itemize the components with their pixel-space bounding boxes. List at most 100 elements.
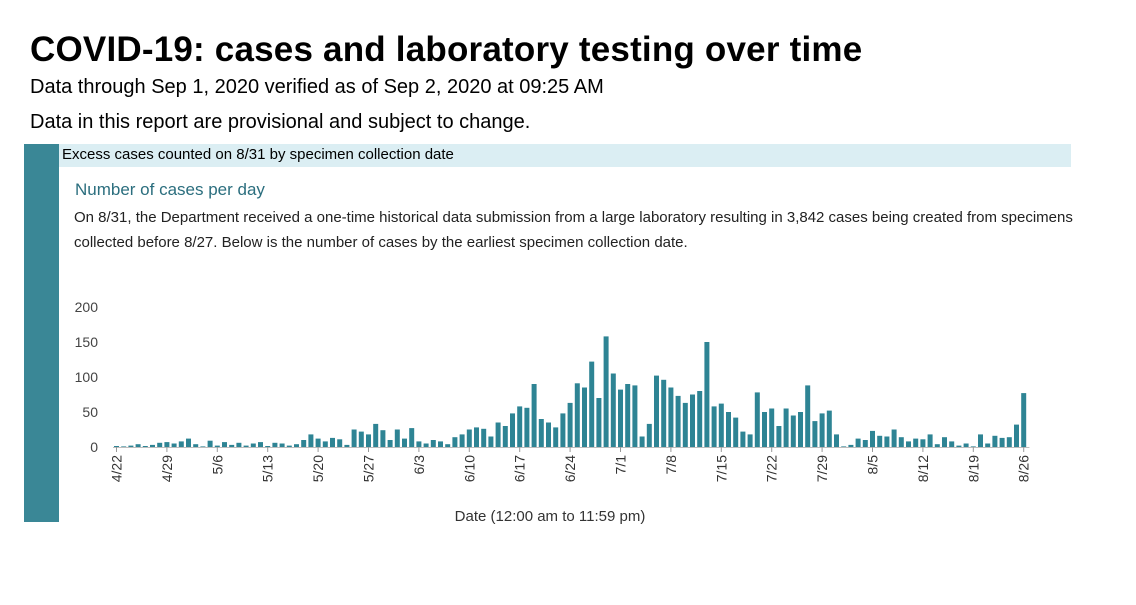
bar [236, 442, 242, 447]
bar [128, 445, 134, 447]
banner-text: Excess cases counted on 8/31 by specimen… [62, 146, 454, 163]
bar [733, 417, 739, 447]
bar [546, 422, 551, 447]
bar [286, 445, 292, 447]
bar [330, 437, 335, 447]
bar [762, 412, 767, 447]
bar [416, 441, 422, 447]
bar [121, 446, 127, 447]
bar [618, 389, 623, 447]
bar [704, 342, 710, 447]
bar [466, 429, 472, 447]
x-tick-label: 6/24 [562, 455, 578, 482]
bar [517, 406, 523, 447]
bar [783, 408, 789, 447]
bar [747, 434, 753, 447]
bar [978, 434, 983, 447]
data-through-subtitle: Data through Sep 1, 2020 verified as of … [30, 76, 604, 98]
bar [992, 435, 998, 447]
bar [682, 402, 688, 447]
bar [1021, 393, 1027, 447]
bar [560, 413, 566, 447]
bar [985, 443, 991, 447]
bar [970, 446, 976, 447]
bar [913, 438, 919, 447]
bar [1014, 424, 1019, 447]
bar [366, 434, 371, 447]
page-title: COVID-19: cases and laboratory testing o… [30, 30, 863, 69]
bar [510, 413, 515, 447]
bar [258, 442, 263, 447]
bar [142, 446, 148, 447]
bar [906, 441, 911, 447]
bar [186, 438, 191, 447]
bar [279, 443, 285, 447]
cases-per-day-chart: 0 50 100 150 200 4/22 4/29 5/6 5/13 5/20 5/27 6/3 6/… [75, 299, 1032, 482]
bar [430, 440, 436, 447]
bar [524, 407, 530, 447]
bar [531, 384, 537, 447]
bar [272, 442, 278, 447]
bar [322, 441, 328, 447]
bar [661, 379, 667, 447]
bar [898, 437, 904, 447]
bar [603, 336, 609, 447]
y-tick-label: 150 [75, 334, 99, 350]
bar [819, 413, 825, 447]
bar [567, 402, 573, 447]
bar [690, 394, 695, 447]
bar [409, 428, 415, 447]
bar [798, 412, 803, 447]
bar [675, 395, 681, 447]
bar [927, 434, 933, 447]
bar [265, 446, 271, 447]
bar [344, 444, 350, 447]
bar [358, 431, 364, 447]
x-tick-label: 6/17 [512, 455, 528, 482]
x-tick-label: 4/22 [109, 455, 125, 482]
x-tick-label: 6/3 [411, 455, 427, 475]
y-tick-label: 0 [90, 439, 98, 455]
bar [956, 445, 962, 447]
bar [589, 361, 595, 447]
bar [891, 429, 897, 447]
x-tick-label: 8/12 [915, 455, 931, 482]
bar [438, 441, 443, 447]
bar [610, 373, 616, 447]
bar [754, 392, 760, 447]
bar [394, 429, 400, 447]
bar [790, 415, 796, 447]
chart-heading: Number of cases per day [75, 180, 265, 199]
bar [502, 426, 508, 447]
bar [171, 443, 177, 447]
bar [402, 438, 407, 447]
bar [812, 421, 818, 447]
bar [805, 385, 811, 447]
bar [596, 398, 602, 447]
bar [855, 438, 861, 447]
bar [200, 446, 206, 447]
bar [157, 442, 163, 447]
bar [776, 426, 782, 447]
bar [632, 385, 638, 447]
bar [841, 446, 847, 447]
bar [862, 440, 868, 447]
bar [711, 406, 717, 447]
bar [668, 387, 674, 447]
bar [963, 443, 969, 447]
bar [848, 444, 854, 447]
bar [488, 436, 494, 447]
chart-note: On 8/31, the Department received a one-t… [74, 209, 1073, 251]
bar [826, 410, 832, 447]
bar [178, 441, 184, 447]
bar [222, 442, 227, 447]
bar [380, 430, 386, 447]
y-tick-label: 50 [82, 404, 98, 420]
bar [229, 444, 235, 447]
bar [884, 436, 890, 447]
provisional-disclaimer: Data in this report are provisional and … [30, 111, 531, 133]
bar [934, 444, 940, 447]
bar [949, 441, 955, 447]
x-tick-label: 8/19 [965, 455, 981, 482]
x-tick-label: 5/6 [209, 455, 225, 475]
